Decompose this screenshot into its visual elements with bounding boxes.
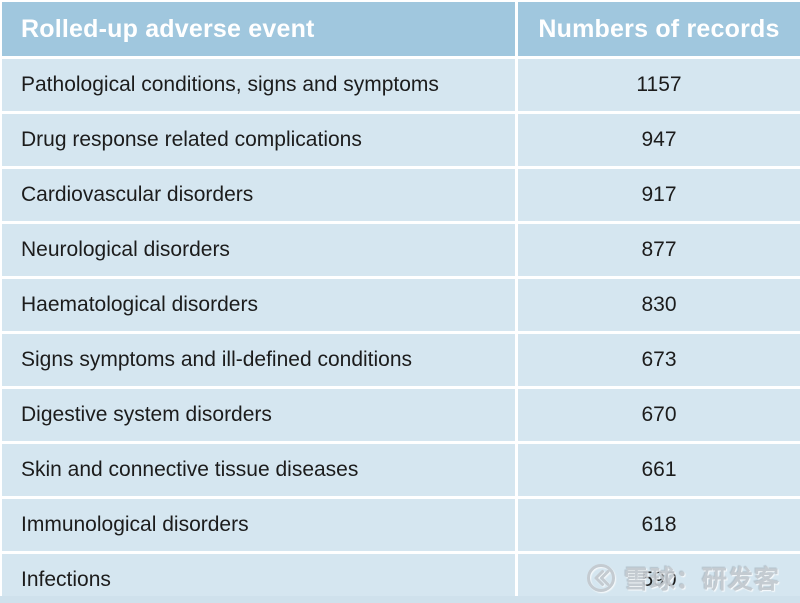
- adverse-event-cell: Neurological disorders: [2, 224, 515, 276]
- table-row: Immunological disorders 618: [2, 499, 800, 551]
- adverse-event-cell: Digestive system disorders: [2, 389, 515, 441]
- adverse-event-cell: Skin and connective tissue diseases: [2, 444, 515, 496]
- table-row: Digestive system disorders 670: [2, 389, 800, 441]
- column-header-numbers-of-records: Numbers of records: [518, 2, 800, 56]
- records-count-cell: 673: [518, 334, 800, 386]
- adverse-event-cell: Drug response related complications: [2, 114, 515, 166]
- table-row: Drug response related complications 947: [2, 114, 800, 166]
- table-row: Haematological disorders 830: [2, 279, 800, 331]
- records-count-cell: 1157: [518, 59, 800, 111]
- table-bottom-strip: [0, 596, 800, 603]
- table-row: Signs symptoms and ill-defined condition…: [2, 334, 800, 386]
- records-count-cell: 618: [518, 499, 800, 551]
- records-count-cell: 877: [518, 224, 800, 276]
- table-row: Infections 590: [2, 554, 800, 603]
- records-count-cell: 917: [518, 169, 800, 221]
- records-count-cell: 661: [518, 444, 800, 496]
- table-row: Skin and connective tissue diseases 661: [2, 444, 800, 496]
- records-count-cell: 590: [518, 554, 800, 603]
- table-row: Neurological disorders 877: [2, 224, 800, 276]
- table-row: Pathological conditions, signs and sympt…: [2, 59, 800, 111]
- adverse-event-cell: Haematological disorders: [2, 279, 515, 331]
- table-row: Cardiovascular disorders 917: [2, 169, 800, 221]
- records-count-cell: 830: [518, 279, 800, 331]
- adverse-event-cell: Signs symptoms and ill-defined condition…: [2, 334, 515, 386]
- adverse-event-cell: Infections: [2, 554, 515, 603]
- adverse-event-cell: Cardiovascular disorders: [2, 169, 515, 221]
- records-count-cell: 947: [518, 114, 800, 166]
- column-header-adverse-event: Rolled-up adverse event: [2, 2, 515, 56]
- adverse-event-cell: Pathological conditions, signs and sympt…: [2, 59, 515, 111]
- records-count-cell: 670: [518, 389, 800, 441]
- table-header-row: Rolled-up adverse event Numbers of recor…: [2, 2, 800, 56]
- adverse-event-cell: Immunological disorders: [2, 499, 515, 551]
